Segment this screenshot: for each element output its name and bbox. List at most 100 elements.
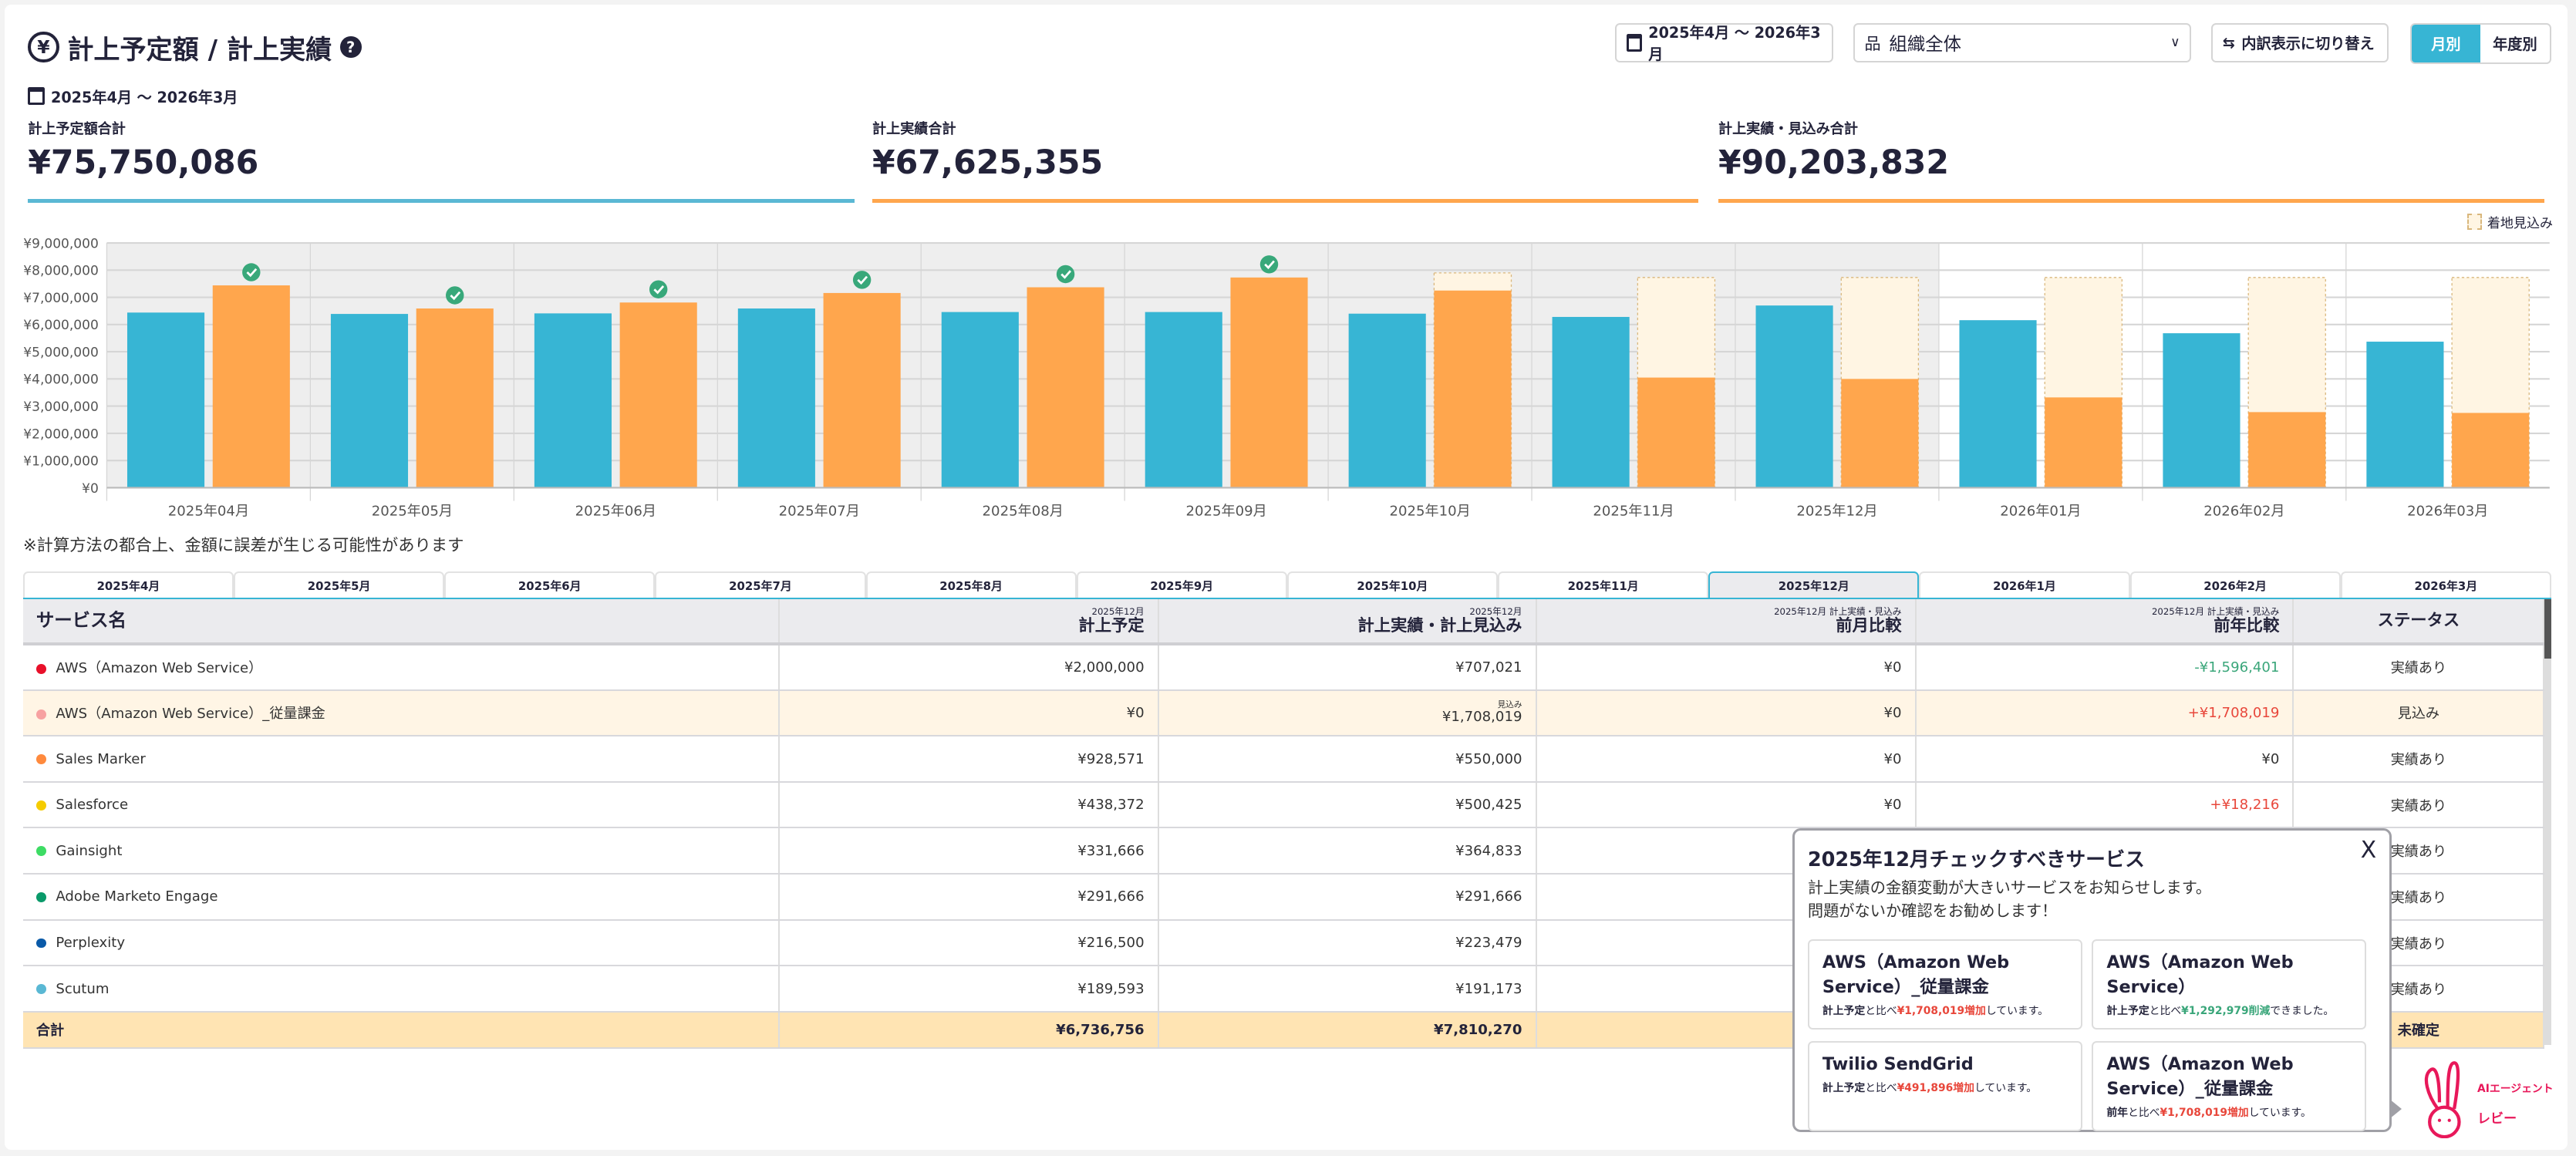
tab-month[interactable]: 2025年5月 [233, 571, 445, 598]
status-cell: 実績あり [2293, 736, 2545, 783]
tab-month[interactable]: 2025年8月 [865, 571, 1077, 598]
table-row[interactable]: AWS（Amazon Web Service）_従量課金 ¥0 見込み ¥1,70… [22, 689, 2545, 737]
tab-month[interactable]: 2025年9月 [1076, 571, 1287, 598]
org-tree-icon: 品 [1864, 34, 1881, 54]
x-tick-label: 2026年01月 [2000, 504, 2081, 520]
scrollbar-thumb[interactable] [2544, 599, 2551, 659]
org-select-value: 組織全体 [1889, 33, 1962, 56]
check-mark [450, 292, 461, 301]
x-tick-label: 2025年09月 [1186, 504, 1267, 520]
check-mark [857, 275, 868, 285]
summary-label: 計上実績・見込み合計 [1718, 121, 1858, 138]
confirmed-check-icon [852, 271, 872, 289]
check-mark [1264, 260, 1275, 270]
card-basis: 計上予定 [2106, 1004, 2149, 1017]
view-monthly-button[interactable]: 月別 [2411, 24, 2481, 63]
summary-forecast-total: 計上実績・見込み合計 ¥90,203,832 [1718, 118, 2545, 204]
plan-cell: ¥928,571 [778, 736, 1159, 783]
x-tick-label: 2025年05月 [372, 504, 453, 520]
card-amount: ¥1,292,979削減 [2181, 1004, 2271, 1017]
confirmed-check-icon [649, 280, 668, 299]
view-yearly-button[interactable]: 年度別 [2493, 35, 2537, 54]
yoy-cell: -¥1,596,401 [1915, 643, 2294, 691]
tab-month[interactable]: 2026年1月 [1919, 571, 2130, 598]
table-row[interactable]: AWS（Amazon Web Service） ¥2,000,000 ¥707,… [22, 643, 2545, 691]
yen-icon: ¥ [28, 31, 59, 63]
tab-month[interactable]: 2025年7月 [655, 571, 866, 598]
service-name-text: AWS（Amazon Web Service）_従量課金 [56, 706, 325, 723]
service-name: Perplexity [22, 919, 780, 967]
card-compare: と比べ [2149, 1004, 2182, 1017]
service-color-dot [35, 754, 46, 764]
total-label: 合計 [22, 1011, 780, 1049]
popup-service-card[interactable]: AWS（Amazon Web Service） 計上予定と比べ¥1,292,979… [2092, 939, 2367, 1030]
plan-cell: ¥189,593 [778, 966, 1159, 1013]
tab-month[interactable]: 2025年10月 [1286, 571, 1499, 598]
actual-value: ¥291,666 [1455, 888, 1522, 905]
actual-value: ¥550,000 [1455, 750, 1522, 767]
date-range-button[interactable]: 2025年4月 ～ 2026年3月 [1614, 22, 1834, 63]
forecast-tag: 見込み [1497, 699, 1522, 709]
service-color-dot [35, 984, 46, 994]
mom-cell: ¥0 [1536, 736, 1917, 783]
summary-label: 計上予定額合計 [28, 121, 126, 138]
mom-cell: ¥0 [1536, 689, 1917, 737]
close-icon[interactable]: X [2360, 837, 2377, 864]
service-name: AWS（Amazon Web Service） [22, 643, 780, 691]
tab-month[interactable]: 2025年12月 [1708, 571, 1920, 598]
plan-cell: ¥438,372 [778, 781, 1159, 829]
col-sub: 2025年12月 [1091, 606, 1145, 618]
service-name: Scutum [22, 966, 780, 1013]
tab-month[interactable]: 2026年3月 [2340, 571, 2551, 598]
toggle-breakdown-button[interactable]: ⇆ 内訳表示に切り替え [2210, 22, 2389, 62]
yoy-cell: ¥0 [1915, 736, 2294, 783]
check-mark [246, 268, 258, 278]
chevron-down-icon: ∨ [2170, 35, 2180, 51]
card-suffix: しています。 [1985, 1004, 2048, 1017]
summary-value: ¥67,625,355 [872, 143, 1104, 182]
summary-underline [28, 199, 855, 204]
yoy-cell: +¥18,216 [1915, 781, 2294, 829]
card-suffix: しています。 [1974, 1081, 2038, 1094]
popup-service-card[interactable]: AWS（Amazon Web Service）_従量課金 前年と比べ¥1,708,… [2092, 1040, 2367, 1132]
popup-service-card[interactable]: Twilio SendGrid 計上予定と比べ¥491,896増加しています。 [1807, 1040, 2082, 1132]
bar-plan [1145, 312, 1222, 488]
popup-title: 2025年12月チェックすべきサービス [1807, 848, 2145, 871]
col-sub: 2025年12月 計上実績・見込み [2151, 606, 2280, 618]
help-icon[interactable]: ? [339, 36, 362, 59]
ai-agent-mascot[interactable]: AIエージェント レビー [2415, 1060, 2554, 1139]
service-name-text: Gainsight [56, 842, 123, 859]
card-detail: 計上予定と比べ¥491,896増加しています。 [1822, 1079, 2068, 1094]
tab-month[interactable]: 2025年11月 [1498, 571, 1709, 598]
col-status: ステータス [2293, 599, 2545, 645]
card-service-name: Twilio SendGrid [1822, 1053, 1974, 1074]
bar-plan [534, 313, 612, 488]
period-label: 2025年4月 ～ 2026年3月 [28, 86, 238, 107]
org-select[interactable]: 品組織全体 ∨ [1853, 22, 2192, 62]
table-row[interactable]: Sales Marker ¥928,571 ¥550,000 ¥0 ¥0 実績あ… [22, 736, 2545, 783]
tab-month[interactable]: 2026年2月 [2129, 571, 2341, 598]
card-compare: と比べ [2128, 1106, 2160, 1119]
card-suffix: できました。 [2270, 1004, 2335, 1017]
period-text: 2025年4月 ～ 2026年3月 [51, 88, 238, 106]
actual-cell: 見込み ¥1,708,019 [1158, 689, 1537, 737]
y-tick-label: ¥3,000,000 [23, 399, 99, 415]
service-name-text: Perplexity [56, 935, 126, 951]
x-tick-label: 2025年08月 [983, 504, 1064, 520]
table-row[interactable]: Salesforce ¥438,372 ¥500,425 ¥0 +¥18,216… [22, 781, 2545, 829]
actual-cell: ¥500,425 [1158, 781, 1537, 829]
view-mode-toggle: 月別 年度別 [2409, 22, 2551, 65]
plan-cell: ¥2,000,000 [778, 643, 1159, 691]
service-name: Salesforce [22, 781, 780, 829]
tab-month[interactable]: 2025年6月 [444, 571, 656, 598]
tab-month[interactable]: 2025年4月 [22, 571, 234, 598]
table-scrollbar[interactable] [2544, 599, 2551, 1045]
actual-cell: ¥364,833 [1158, 827, 1537, 875]
x-tick-label: 2025年12月 [1796, 504, 1877, 520]
bar-actual [2452, 413, 2530, 488]
rabbit-icon [2424, 1060, 2461, 1139]
popup-service-card[interactable]: AWS（Amazon Web Service）_従量課金 計上予定と比べ¥1,70… [1807, 939, 2082, 1030]
card-service-name: AWS（Amazon Web Service）_従量課金 [1822, 952, 2010, 997]
chart-legend: 着地見込み [2467, 212, 2553, 231]
y-tick-label: ¥4,000,000 [23, 372, 99, 388]
